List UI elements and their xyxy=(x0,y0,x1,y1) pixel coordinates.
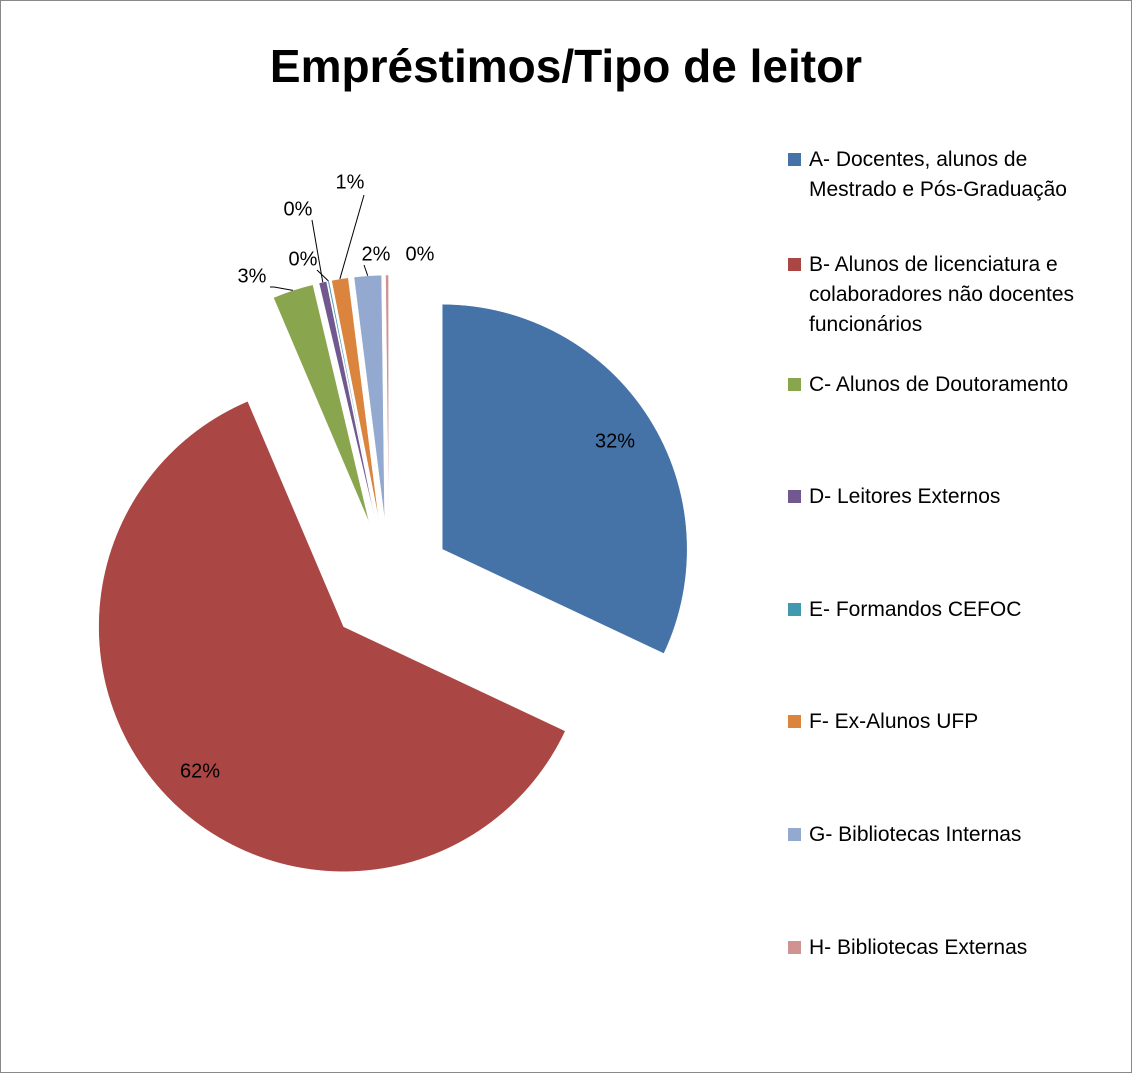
leader-line xyxy=(339,194,365,280)
legend-label: D- Leitores Externos xyxy=(809,485,1001,508)
data-label: 0% xyxy=(289,248,318,270)
data-label: 1% xyxy=(336,171,365,193)
legend-item: H- Bibliotecas Externas xyxy=(788,933,1118,963)
legend-label: A- Docentes, alunos de Mestrado e Pós-Gr… xyxy=(809,148,1067,201)
leader-line xyxy=(270,286,293,291)
data-label: 62% xyxy=(180,760,220,782)
legend-item: F- Ex-Alunos UFP xyxy=(788,707,1118,737)
leader-line xyxy=(311,219,324,283)
legend-swatch xyxy=(788,715,801,728)
legend-item: A- Docentes, alunos de Mestrado e Pós-Gr… xyxy=(788,145,1118,205)
legend-swatch xyxy=(788,828,801,841)
pie-slice xyxy=(353,274,385,521)
legend-item: G- Bibliotecas Internas xyxy=(788,820,1118,850)
legend-item: D- Leitores Externos xyxy=(788,482,1118,512)
legend-swatch xyxy=(788,941,801,954)
legend-item: B- Alunos de licenciatura e colaboradore… xyxy=(788,250,1118,340)
data-label: 0% xyxy=(284,198,313,220)
legend-label: B- Alunos de licenciatura e colaboradore… xyxy=(809,253,1075,336)
leader-line xyxy=(363,264,369,276)
legend-label: E- Formandos CEFOC xyxy=(809,598,1022,621)
data-label: 2% xyxy=(362,243,391,265)
legend-label: H- Bibliotecas Externas xyxy=(809,936,1028,959)
pie-slice xyxy=(385,274,389,521)
data-label: 0% xyxy=(406,243,435,265)
legend-swatch xyxy=(788,603,801,616)
legend-label: F- Ex-Alunos UFP xyxy=(809,710,979,733)
legend-swatch xyxy=(788,490,801,503)
pie-slice xyxy=(441,303,688,654)
legend-swatch xyxy=(788,378,801,391)
legend-label: C- Alunos de Doutoramento xyxy=(809,373,1069,396)
data-label: 32% xyxy=(595,430,635,452)
pie-slice xyxy=(331,277,380,521)
leader-line xyxy=(316,269,329,282)
legend-swatch xyxy=(788,153,801,166)
data-label: 3% xyxy=(238,265,267,287)
legend-swatch xyxy=(788,258,801,271)
legend-item: E- Formandos CEFOC xyxy=(788,595,1118,625)
pie-slice xyxy=(98,400,566,872)
chart-title: Empréstimos/Tipo de leitor xyxy=(270,40,862,92)
legend-item: C- Alunos de Doutoramento xyxy=(788,370,1118,400)
legend-label: G- Bibliotecas Internas xyxy=(809,823,1022,846)
